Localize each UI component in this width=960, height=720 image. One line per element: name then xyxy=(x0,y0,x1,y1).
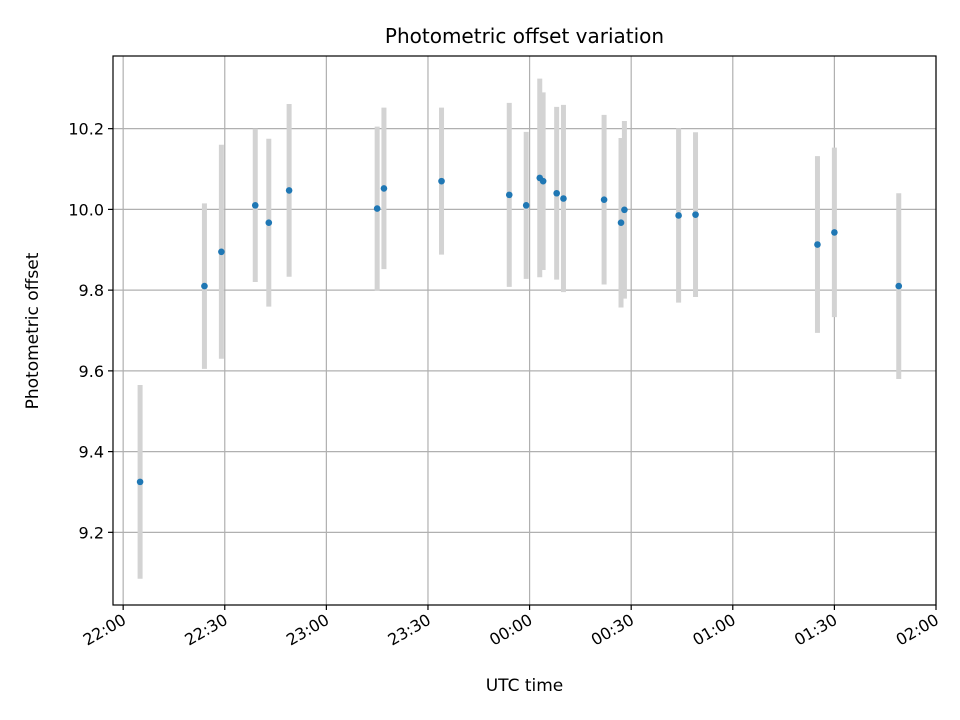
y-axis: 9.2 9.4 9.6 9.8 10.0 10.2 xyxy=(68,120,113,542)
chart-title: Photometric offset variation xyxy=(385,24,664,48)
data-point xyxy=(251,202,259,209)
data-point xyxy=(522,202,530,209)
y-tick-label: 10.0 xyxy=(68,200,104,219)
y-axis-title: Photometric offset xyxy=(23,252,43,409)
data-point xyxy=(553,189,560,197)
y-tick-label: 9.6 xyxy=(79,362,104,381)
data-point xyxy=(617,219,625,227)
data-point xyxy=(831,229,838,236)
data-point xyxy=(265,219,273,227)
data-point xyxy=(692,211,699,218)
data-point xyxy=(373,205,381,212)
data-point xyxy=(814,241,821,248)
data-point xyxy=(218,248,225,256)
data-point xyxy=(621,206,628,214)
data-points xyxy=(136,174,903,486)
plot-frame xyxy=(112,55,937,606)
data-point xyxy=(560,195,567,202)
data-point xyxy=(539,177,547,185)
data-point xyxy=(285,187,293,194)
data-point xyxy=(895,282,903,290)
data-point xyxy=(600,196,608,204)
data-point xyxy=(675,212,682,219)
y-tick-label: 9.4 xyxy=(79,443,104,462)
y-tick-label: 10.2 xyxy=(68,120,104,139)
data-point xyxy=(380,185,388,192)
y-tick-label: 9.8 xyxy=(79,281,104,300)
x-axis-title: UTC time xyxy=(486,676,564,696)
data-point xyxy=(505,191,513,199)
data-point xyxy=(438,177,445,185)
y-tick-label: 9.2 xyxy=(79,523,104,542)
data-point xyxy=(136,478,144,486)
data-point xyxy=(201,282,208,290)
